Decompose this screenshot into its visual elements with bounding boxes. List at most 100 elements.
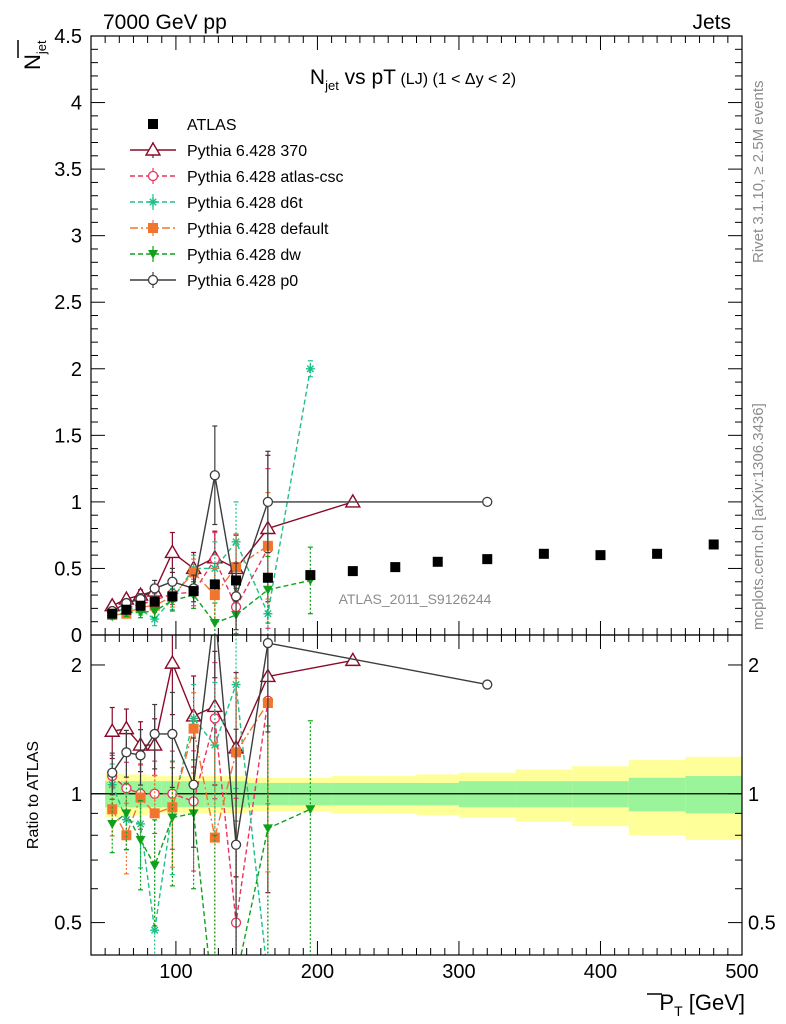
ratio-point: [149, 788, 160, 799]
ratio-line: [112, 659, 353, 750]
rivet-label: Rivet 3.1.10, ≥ 2.5M events: [750, 81, 767, 264]
ratio-y-tick-label: 2: [71, 655, 82, 677]
data-point: [708, 539, 719, 550]
data-point: [135, 600, 146, 611]
legend-marker: [148, 197, 158, 207]
data-point: [595, 550, 606, 561]
y-tick-label: 2: [71, 359, 82, 381]
band-inner-bin: [685, 776, 742, 814]
legend-label: Pythia 6.428 p0: [187, 273, 298, 290]
ratio-point: [305, 805, 316, 815]
ratio-point: [188, 779, 199, 790]
chart-title: Njet vs pT (LJ) (1 < Δy < 2): [310, 66, 516, 93]
data-point: [390, 562, 401, 573]
legend-marker: [147, 274, 159, 286]
x-tick-label: 300: [442, 961, 475, 983]
data-point: [262, 496, 274, 508]
data-point: [305, 364, 315, 374]
data-point: [344, 493, 362, 508]
x-axis-title: PT [GeV]: [659, 990, 745, 1019]
ratio-point: [231, 975, 241, 984]
ratio-point: [262, 637, 274, 649]
legend-entry: ATLAS: [148, 117, 237, 134]
ratio-point: [107, 767, 118, 778]
analysis-id: ATLAS_2011_S9126244: [339, 591, 492, 607]
data-point: [164, 544, 181, 559]
data-point: [209, 619, 220, 629]
ratio-line: [111, 635, 488, 845]
legend-entry: Pythia 6.428 default: [130, 220, 329, 238]
legend-marker: [147, 170, 159, 182]
data-point: [231, 575, 242, 586]
legend-label: Pythia 6.428 dw: [187, 247, 301, 264]
data-point: [121, 604, 132, 615]
y-tick-label: 2.5: [54, 292, 82, 314]
data-point: [538, 548, 549, 559]
header-left: 7000 GeV pp: [103, 11, 227, 34]
x-tick-label: 500: [725, 961, 758, 983]
ratio-point: [263, 974, 272, 983]
data-point: [230, 591, 242, 602]
y-tick-label: 0: [71, 625, 82, 647]
ratio-series-pythia-6-428-d6t: [107, 635, 272, 983]
data-point: [149, 583, 160, 594]
data-point: [209, 590, 220, 601]
legend-entry: Pythia 6.428 atlas-csc: [130, 168, 344, 186]
ratio-point: [135, 792, 146, 803]
data-point: [262, 572, 273, 583]
y-tick-label: 1.5: [54, 425, 82, 447]
y-tick-label: 4.5: [54, 26, 82, 48]
data-point: [347, 566, 358, 577]
data-point: [652, 548, 663, 559]
series-line: [112, 579, 311, 624]
svg-text:Njet: Njet: [20, 40, 49, 70]
series-line: [111, 475, 488, 612]
y-tick-label: 3.5: [54, 159, 82, 181]
ratio-point: [107, 819, 118, 829]
legend-marker: [148, 223, 158, 233]
legend-marker: [148, 250, 158, 259]
data-point: [150, 614, 160, 624]
y-tick-label: 3: [71, 226, 82, 248]
band-inner-bin: [628, 777, 686, 812]
ratio-point: [189, 713, 199, 723]
ratio-point: [150, 925, 160, 935]
ratio-y-tick-label: 1: [71, 784, 82, 806]
data-point: [305, 570, 316, 581]
ratio-series-pythia-6-428-p0: [107, 635, 493, 955]
x-tick-label: 200: [301, 961, 334, 983]
ratio-point: [104, 722, 121, 737]
legend-label: Pythia 6.428 370: [187, 143, 307, 160]
ratio-point: [482, 679, 493, 690]
data-point: [432, 556, 443, 567]
data-point: [262, 585, 273, 595]
ratio-y-tick-label-right: 1: [748, 784, 759, 806]
legend-entry: Pythia 6.428 p0: [130, 272, 298, 290]
ratio-point: [210, 1014, 220, 1023]
data-point: [167, 576, 178, 587]
legend-label: ATLAS: [187, 117, 237, 134]
series-line: [111, 501, 354, 607]
data-point: [482, 554, 493, 565]
legend-entry: Pythia 6.428 370: [130, 141, 307, 160]
ratio-y-axis-title: Ratio to ATLAS: [25, 741, 42, 849]
x-tick-label: 400: [584, 961, 617, 983]
legend-marker: [148, 119, 158, 129]
ratio-point: [167, 802, 178, 813]
data-point: [167, 591, 178, 602]
ratio-point: [230, 839, 242, 850]
ratio-point: [149, 808, 160, 819]
ratio-point: [121, 830, 132, 841]
ratio-y-tick-label: 0.5: [54, 913, 82, 935]
ratio-line: [111, 702, 269, 838]
ratio-point: [188, 723, 199, 734]
ratio-point: [135, 750, 146, 761]
data-point: [149, 596, 160, 607]
ratio-point: [167, 813, 178, 823]
legend-label: Pythia 6.428 atlas-csc: [187, 169, 344, 186]
data-point: [188, 586, 199, 597]
y-tick-label: 1: [71, 492, 82, 514]
ratio-point: [164, 654, 181, 669]
data-point: [209, 470, 220, 481]
